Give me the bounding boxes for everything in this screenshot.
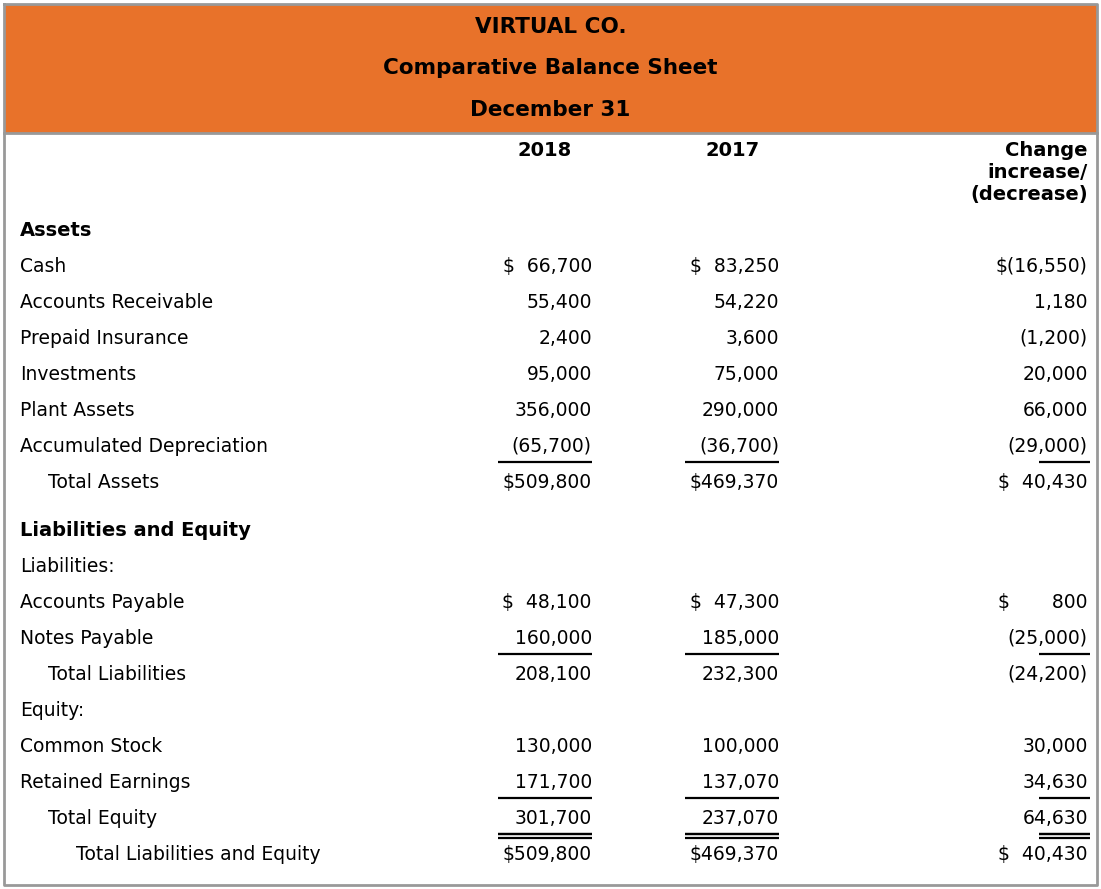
Text: 66,000: 66,000 (1023, 401, 1088, 420)
Text: December 31: December 31 (470, 100, 631, 120)
Text: Total Liabilities: Total Liabilities (47, 665, 186, 684)
Text: (29,000): (29,000) (1007, 437, 1088, 456)
Text: $  40,430: $ 40,430 (999, 845, 1088, 864)
Text: Comparative Balance Sheet: Comparative Balance Sheet (383, 59, 718, 78)
Text: 64,630: 64,630 (1023, 809, 1088, 828)
Text: 2,400: 2,400 (538, 329, 592, 348)
Text: 55,400: 55,400 (526, 293, 592, 312)
Text: $469,370: $469,370 (689, 845, 780, 864)
Text: Change
increase/
(decrease): Change increase/ (decrease) (970, 141, 1088, 204)
Text: (1,200): (1,200) (1020, 329, 1088, 348)
Bar (4, 4, 1097, 133)
Text: $(16,550): $(16,550) (996, 257, 1088, 276)
Text: Plant Assets: Plant Assets (20, 401, 134, 420)
Text: Total Assets: Total Assets (47, 473, 159, 492)
Text: 237,070: 237,070 (701, 809, 780, 828)
Text: 1,180: 1,180 (1034, 293, 1088, 312)
Text: $  40,430: $ 40,430 (999, 473, 1088, 492)
Text: Investments: Investments (20, 365, 137, 384)
Text: Equity:: Equity: (20, 701, 84, 720)
Text: (24,200): (24,200) (1007, 665, 1088, 684)
Text: 2017: 2017 (705, 141, 760, 160)
Text: Total Equity: Total Equity (47, 809, 157, 828)
Text: VIRTUAL CO.: VIRTUAL CO. (475, 17, 626, 37)
Text: Total Liabilities and Equity: Total Liabilities and Equity (76, 845, 320, 864)
Text: 75,000: 75,000 (713, 365, 780, 384)
Text: 3,600: 3,600 (726, 329, 780, 348)
Text: 2018: 2018 (517, 141, 573, 160)
Text: 301,700: 301,700 (514, 809, 592, 828)
Text: 137,070: 137,070 (701, 773, 780, 792)
Text: Accounts Receivable: Accounts Receivable (20, 293, 212, 312)
Text: 185,000: 185,000 (701, 629, 780, 648)
Text: 160,000: 160,000 (514, 629, 592, 648)
Text: 34,630: 34,630 (1023, 773, 1088, 792)
Text: 130,000: 130,000 (514, 737, 592, 756)
Text: Accumulated Depreciation: Accumulated Depreciation (20, 437, 268, 456)
Text: 356,000: 356,000 (514, 401, 592, 420)
Text: $509,800: $509,800 (503, 845, 592, 864)
Text: 232,300: 232,300 (701, 665, 780, 684)
Text: Accounts Payable: Accounts Payable (20, 593, 184, 612)
Text: Notes Payable: Notes Payable (20, 629, 153, 648)
Text: (36,700): (36,700) (699, 437, 780, 456)
Text: 30,000: 30,000 (1023, 737, 1088, 756)
Text: 95,000: 95,000 (526, 365, 592, 384)
Text: Common Stock: Common Stock (20, 737, 162, 756)
Text: $469,370: $469,370 (689, 473, 780, 492)
Text: Assets: Assets (20, 221, 92, 240)
Text: Prepaid Insurance: Prepaid Insurance (20, 329, 188, 348)
Text: Retained Earnings: Retained Earnings (20, 773, 190, 792)
Text: $  47,300: $ 47,300 (689, 593, 780, 612)
Text: Liabilities and Equity: Liabilities and Equity (20, 521, 251, 540)
Text: Cash: Cash (20, 257, 66, 276)
Text: (65,700): (65,700) (512, 437, 592, 456)
Text: (25,000): (25,000) (1007, 629, 1088, 648)
Text: 100,000: 100,000 (701, 737, 780, 756)
Text: 290,000: 290,000 (701, 401, 780, 420)
Text: 171,700: 171,700 (514, 773, 592, 792)
Text: Liabilities:: Liabilities: (20, 557, 115, 576)
Text: $       800: $ 800 (999, 593, 1088, 612)
Text: 208,100: 208,100 (514, 665, 592, 684)
Text: $509,800: $509,800 (503, 473, 592, 492)
Text: $  66,700: $ 66,700 (502, 257, 592, 276)
Text: $  83,250: $ 83,250 (689, 257, 780, 276)
Text: $  48,100: $ 48,100 (502, 593, 592, 612)
Text: 20,000: 20,000 (1023, 365, 1088, 384)
Text: 54,220: 54,220 (713, 293, 780, 312)
